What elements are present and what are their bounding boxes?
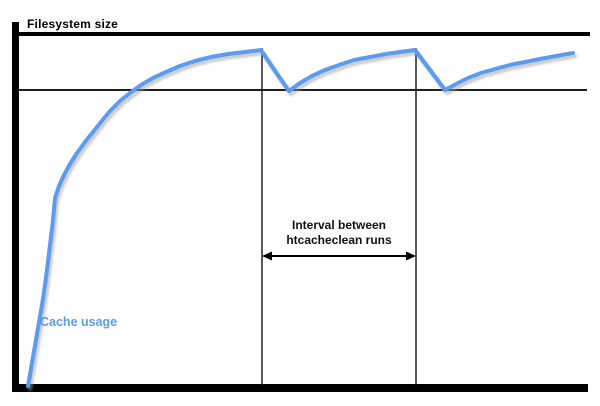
cache-limit-line xyxy=(19,89,587,91)
interval-label: Interval between htcacheclean runs xyxy=(262,218,416,248)
interval-arrow-head-right xyxy=(406,251,416,261)
interval-arrow-head-left xyxy=(262,251,272,261)
filesystem-size-label: Filesystem size xyxy=(27,17,119,31)
y-axis xyxy=(12,22,19,392)
filesystem-size-line xyxy=(17,32,590,36)
interval-label-line2: htcacheclean runs xyxy=(286,233,392,247)
cache-usage-label: Cache usage xyxy=(40,315,118,329)
cache-usage-curve-shadow xyxy=(27,50,578,392)
cache-usage-curve xyxy=(26,48,575,388)
htcacheclean-run-markers xyxy=(261,48,417,385)
interval-label-line1: Interval between xyxy=(291,218,387,232)
x-axis xyxy=(12,384,588,392)
interval-arrow xyxy=(262,251,416,261)
